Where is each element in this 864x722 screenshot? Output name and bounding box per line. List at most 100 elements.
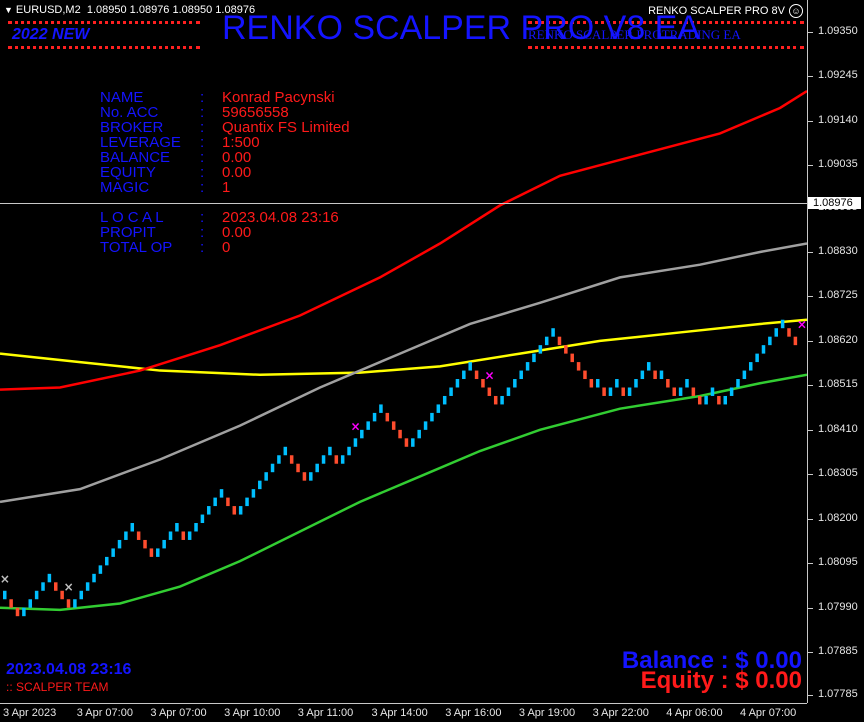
bear-brick	[481, 379, 485, 388]
banner-left-frame: 2022 NEW	[8, 21, 200, 49]
bull-brick	[309, 472, 313, 481]
info-value: 0.00	[222, 149, 252, 166]
info-value: 59656558	[222, 104, 289, 121]
time-label: 3 Apr 14:00	[371, 707, 428, 719]
bull-brick	[640, 370, 645, 380]
bull-brick	[47, 573, 52, 583]
bull-brick	[646, 362, 651, 371]
info-key: LEVERAGE	[100, 134, 181, 151]
info-value: 0.00	[222, 224, 252, 241]
time-label: 3 Apr 10:00	[224, 707, 281, 719]
bull-brick	[22, 607, 26, 617]
bull-brick	[168, 531, 173, 540]
info-separator: :	[200, 89, 205, 106]
price-chart-plot[interactable]: × × × × ×	[0, 0, 807, 703]
price-tick	[808, 518, 813, 520]
bull-brick	[360, 429, 364, 439]
bear-brick	[54, 582, 58, 591]
time-label: 3 Apr 19:00	[518, 707, 576, 719]
bull-brick	[251, 489, 256, 498]
bull-brick	[423, 421, 428, 430]
bull-brick	[379, 404, 383, 413]
bull-brick	[417, 429, 421, 439]
bull-brick	[729, 387, 734, 396]
ma-red-line	[0, 89, 807, 391]
info-separator: :	[200, 164, 205, 181]
bull-brick	[525, 362, 530, 371]
bear-brick	[487, 387, 492, 396]
price-label: 1.08095	[818, 556, 858, 569]
trade-marker-icon: ×	[484, 368, 494, 382]
bear-brick	[717, 395, 721, 405]
info-separator: :	[200, 119, 205, 136]
bear-brick	[493, 395, 498, 405]
bull-brick	[468, 362, 472, 371]
time-label: 3 Apr 22:00	[592, 707, 649, 719]
info-separator: :	[200, 239, 205, 256]
bull-brick	[366, 421, 370, 430]
bear-brick	[621, 387, 625, 396]
time-label: 3 Apr 11:00	[297, 707, 354, 719]
bear-brick	[583, 370, 587, 380]
bull-brick	[685, 379, 689, 388]
bull-brick	[175, 523, 179, 532]
bull-brick	[659, 370, 664, 380]
bull-brick	[79, 590, 84, 600]
info-separator: :	[200, 134, 205, 151]
moving-averages	[0, 89, 807, 612]
trade-markers: × × × × ×	[0, 318, 807, 595]
price-label: 1.08305	[818, 467, 858, 480]
info-value: Konrad Pacynski	[222, 89, 335, 106]
price-tick	[808, 429, 813, 431]
bear-brick	[793, 336, 798, 346]
price-tick	[808, 76, 813, 78]
price-label: 1.09140	[818, 113, 858, 126]
bull-brick	[774, 328, 779, 337]
bull-brick	[200, 514, 205, 524]
bear-brick	[385, 412, 390, 422]
bear-brick	[570, 353, 574, 363]
bull-brick	[321, 455, 326, 464]
bull-brick	[455, 379, 460, 388]
bull-brick	[595, 379, 600, 388]
time-label: 4 Apr 07:00	[740, 707, 797, 719]
price-axis[interactable]: 1.093501.092451.091401.090351.089351.088…	[807, 0, 864, 703]
info-value: Quantix FS Limited	[222, 119, 350, 136]
footer-date: 2023.04.08 23:16	[6, 661, 132, 678]
price-label: 1.07990	[818, 600, 858, 613]
bull-brick	[315, 463, 319, 473]
bull-brick	[34, 590, 39, 600]
bull-brick	[742, 370, 747, 380]
bull-brick	[162, 539, 166, 549]
price-label: 1.08200	[818, 511, 858, 524]
bear-brick	[60, 590, 64, 600]
price-tick	[808, 652, 813, 654]
bull-brick	[156, 548, 160, 557]
expert-advisor-label[interactable]: RENKO SCALPER PRO 8V ☺	[648, 4, 803, 18]
price-label: 1.09350	[818, 24, 858, 37]
dropdown-triangle-icon[interactable]: ▼	[4, 5, 13, 15]
bull-brick	[111, 548, 115, 557]
price-label: 1.07785	[818, 687, 858, 700]
smiley-icon[interactable]: ☺	[789, 4, 803, 18]
time-label: 4 Apr 06:00	[666, 707, 723, 719]
bear-brick	[226, 497, 230, 507]
bear-brick	[697, 395, 702, 405]
bull-brick	[627, 387, 632, 396]
price-tick	[808, 340, 813, 342]
price-tick	[808, 31, 813, 33]
trade-marker-icon: ×	[0, 572, 10, 586]
bear-brick	[9, 599, 13, 608]
bull-brick	[213, 497, 217, 507]
time-axis[interactable]: 3 Apr 2023 3 Apr 07:00 3 Apr 07:00 3 Apr 10…	[0, 703, 807, 722]
bull-brick	[187, 531, 192, 540]
price-tick	[808, 474, 813, 476]
price-tick	[808, 165, 813, 167]
bull-brick	[264, 472, 268, 481]
bull-brick	[130, 523, 135, 532]
bear-brick	[296, 463, 300, 473]
renko-bricks	[3, 319, 798, 617]
info-value: 0.00	[222, 164, 252, 181]
bull-brick	[678, 387, 683, 396]
